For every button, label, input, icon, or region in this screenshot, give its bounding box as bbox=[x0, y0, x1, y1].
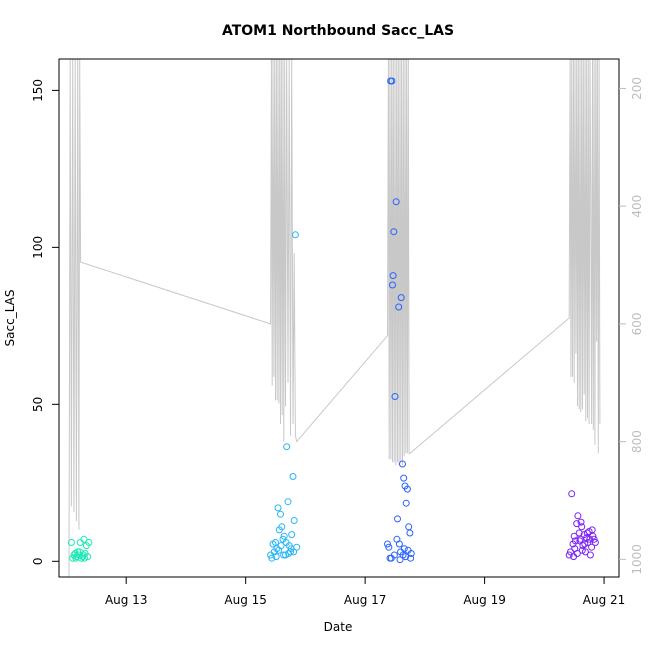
data-point bbox=[85, 539, 93, 546]
data-point bbox=[576, 537, 584, 545]
data-point bbox=[394, 515, 401, 523]
data-point bbox=[290, 517, 298, 524]
points-layer bbox=[67, 77, 599, 564]
data-point bbox=[573, 520, 581, 528]
data-point bbox=[591, 539, 599, 546]
data-point bbox=[578, 546, 586, 554]
data-point bbox=[583, 534, 591, 542]
data-point bbox=[397, 294, 405, 302]
data-point bbox=[280, 551, 288, 559]
data-point bbox=[571, 537, 579, 545]
data-point bbox=[568, 490, 576, 498]
data-point bbox=[406, 529, 414, 537]
x-tick-label: Aug 17 bbox=[344, 593, 387, 607]
x-axis-label: Date bbox=[324, 620, 353, 634]
data-point bbox=[79, 551, 87, 559]
data-point bbox=[389, 272, 397, 280]
data-point bbox=[400, 545, 408, 553]
data-point bbox=[277, 542, 285, 550]
data-point bbox=[76, 539, 84, 546]
data-point bbox=[287, 548, 294, 556]
gray-line-series bbox=[68, 59, 601, 577]
data-point bbox=[395, 540, 403, 548]
y2-tick-label: 1000 bbox=[630, 544, 644, 575]
data-point bbox=[395, 303, 403, 311]
data-point bbox=[400, 474, 408, 482]
data-point bbox=[586, 551, 594, 559]
data-point bbox=[290, 548, 298, 556]
y-axis-label: Sacc_LAS bbox=[3, 290, 17, 347]
data-point bbox=[402, 499, 410, 507]
data-point bbox=[284, 498, 292, 506]
data-point bbox=[583, 529, 591, 537]
y2-axis: 200 400 600 800 1000 bbox=[619, 77, 644, 575]
data-point bbox=[405, 523, 413, 531]
y2-tick-label: 400 bbox=[630, 195, 644, 218]
data-point bbox=[268, 554, 276, 562]
data-point bbox=[581, 540, 589, 548]
data-point bbox=[288, 531, 296, 539]
data-point bbox=[389, 281, 396, 289]
data-point bbox=[579, 542, 587, 550]
plot-frame bbox=[58, 58, 620, 578]
x-tick-label: Aug 19 bbox=[463, 593, 506, 607]
x-axis: Aug 13 Aug 15 Aug 17 Aug 19 Aug 21 bbox=[105, 577, 625, 607]
x-tick-label: Aug 15 bbox=[224, 593, 267, 607]
y2-tick-label: 200 bbox=[630, 77, 644, 100]
data-point bbox=[407, 550, 415, 557]
data-point bbox=[586, 535, 594, 543]
data-point bbox=[402, 553, 410, 561]
data-point bbox=[283, 443, 291, 451]
data-point bbox=[588, 526, 596, 534]
data-point bbox=[277, 510, 284, 518]
data-point bbox=[274, 504, 282, 512]
y-axis: 0 50 100 150 bbox=[31, 79, 59, 565]
data-point bbox=[575, 529, 583, 537]
y2-tick-label: 600 bbox=[630, 312, 644, 335]
data-point bbox=[390, 551, 398, 559]
data-point bbox=[280, 532, 288, 540]
data-point bbox=[81, 554, 88, 562]
data-point bbox=[388, 77, 396, 85]
data-point bbox=[67, 539, 75, 546]
data-point bbox=[407, 554, 415, 562]
data-point bbox=[578, 523, 586, 531]
data-point bbox=[80, 535, 88, 543]
data-point bbox=[399, 460, 406, 468]
gray-line-layer bbox=[68, 59, 601, 577]
data-point bbox=[282, 539, 290, 546]
data-point bbox=[577, 518, 585, 526]
data-point bbox=[565, 551, 573, 559]
data-point bbox=[272, 553, 280, 561]
x-tick-label: Aug 21 bbox=[583, 593, 626, 607]
data-point bbox=[384, 540, 391, 548]
data-point bbox=[574, 512, 582, 520]
data-point bbox=[278, 523, 286, 531]
y-tick-label: 150 bbox=[31, 79, 45, 102]
data-point bbox=[390, 228, 398, 236]
data-point bbox=[291, 231, 299, 239]
data-point bbox=[588, 543, 596, 551]
data-point bbox=[392, 198, 400, 206]
data-point bbox=[289, 473, 297, 480]
data-point bbox=[403, 485, 411, 493]
data-point bbox=[396, 556, 404, 564]
x-tick-label: Aug 13 bbox=[105, 593, 148, 607]
data-point bbox=[570, 532, 578, 540]
chart-title: ATOM1 Northbound Sacc_LAS bbox=[222, 23, 454, 39]
data-point bbox=[385, 543, 393, 551]
data-point bbox=[570, 553, 578, 561]
y-tick-label: 100 bbox=[31, 236, 45, 259]
y2-tick-label: 800 bbox=[630, 430, 644, 453]
data-point bbox=[590, 535, 598, 543]
y-tick-label: 50 bbox=[31, 397, 45, 412]
data-point bbox=[72, 554, 80, 562]
data-point bbox=[391, 393, 399, 400]
y-tick-label: 0 bbox=[31, 557, 45, 565]
